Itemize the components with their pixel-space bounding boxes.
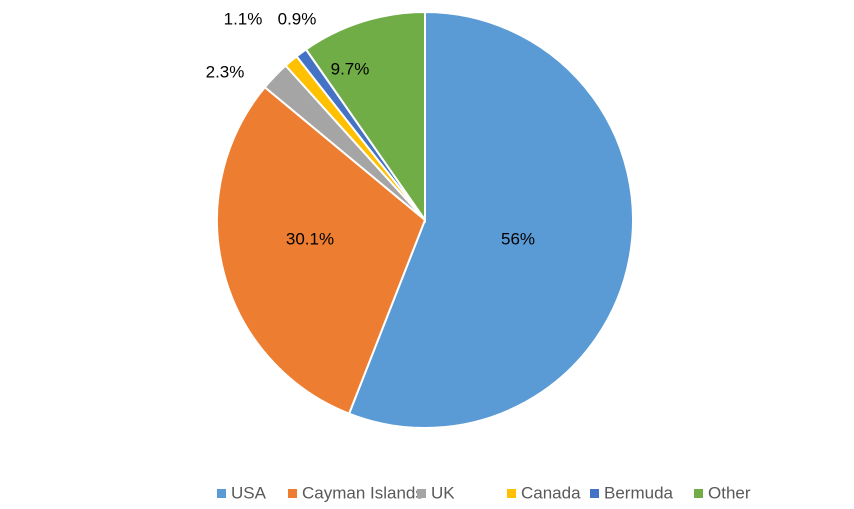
legend-label: Bermuda [604, 483, 674, 502]
legend-swatch [507, 489, 516, 498]
legend-label: USA [231, 483, 267, 502]
legend-swatch [217, 489, 226, 498]
pie-slice [347, 10, 634, 429]
legend-swatch [288, 489, 297, 498]
data-label: 2.3% [206, 62, 245, 81]
legend-swatch [694, 489, 703, 498]
data-label: 9.7% [331, 59, 370, 78]
legend-swatch [417, 489, 426, 498]
legend-label: Cayman Islands [302, 483, 424, 502]
data-label: 0.9% [278, 9, 317, 28]
data-label: 56% [501, 229, 535, 248]
legend-label: UK [431, 483, 455, 502]
legend-label: Canada [521, 483, 581, 502]
data-label: 30.1% [286, 229, 334, 248]
pie-slice [216, 85, 427, 415]
legend-swatch [590, 489, 599, 498]
legend-label: Other [708, 483, 751, 502]
pie-slice [304, 10, 426, 224]
data-label: 1.1% [224, 9, 263, 28]
